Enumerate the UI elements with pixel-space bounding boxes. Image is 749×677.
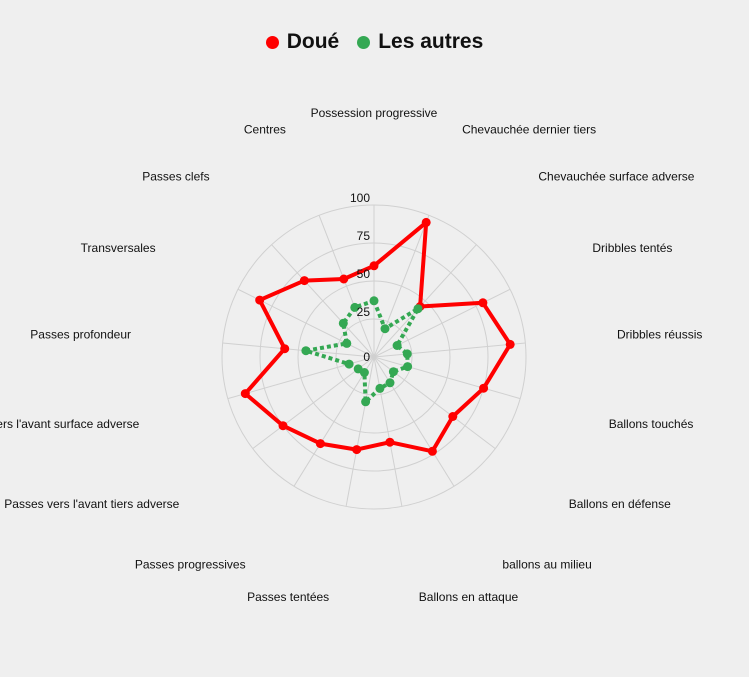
axis-label: Possession progressive: [311, 106, 438, 120]
series-point-doue[interactable]: [339, 274, 349, 284]
tick-label: 0: [363, 350, 370, 364]
series-point-doue[interactable]: [448, 412, 458, 421]
axis-label: Passes vers l'avant surface adverse: [0, 417, 140, 431]
tick-label: 100: [350, 191, 370, 205]
grid-spoke: [271, 244, 375, 358]
grid-spoke: [373, 356, 403, 507]
series-point-les-autres[interactable]: [385, 378, 395, 388]
series-point-les-autres[interactable]: [392, 341, 402, 350]
series-point-les-autres[interactable]: [413, 304, 423, 314]
grid-spoke: [373, 356, 455, 487]
axis-label: Ballons en défense: [569, 497, 671, 511]
grid-spoke: [373, 342, 526, 358]
radar-tick-labels: 0 25 50 75 100: [350, 191, 370, 364]
axis-label: Passes clefs: [142, 170, 209, 184]
axis-label: Centres: [244, 123, 286, 137]
legend-label-les-autres: Les autres: [378, 30, 484, 53]
series-point-doue[interactable]: [427, 446, 437, 456]
axis-label: Dribbles réussis: [617, 328, 702, 342]
series-point-les-autres[interactable]: [338, 318, 348, 328]
series-point-les-autres[interactable]: [369, 296, 379, 306]
legend: Doué Les autres: [0, 30, 749, 54]
axis-label: Passes tentées: [247, 590, 329, 604]
series-point-doue[interactable]: [255, 295, 265, 305]
series-point-doue[interactable]: [479, 383, 489, 393]
series-point-doue[interactable]: [478, 298, 488, 308]
series-point-doue[interactable]: [278, 421, 288, 431]
tick-label: 75: [357, 229, 371, 243]
tick-label: 50: [357, 267, 371, 281]
grid-spoke: [293, 356, 375, 487]
series-point-doue[interactable]: [369, 261, 379, 271]
axis-label: Transversales: [81, 241, 156, 255]
series-point-les-autres[interactable]: [402, 349, 412, 359]
grid-spoke: [252, 356, 375, 449]
series-point-les-autres[interactable]: [403, 362, 413, 372]
grid-spoke: [222, 342, 375, 358]
axis-label: Dribbles tentés: [592, 241, 672, 255]
series-point-les-autres[interactable]: [342, 338, 352, 348]
axis-label: Chevauchée surface adverse: [538, 170, 694, 184]
axis-label: Chevauchée dernier tiers: [462, 123, 596, 137]
legend-marker-les-autres: [357, 35, 371, 49]
legend-item-doue[interactable]: Doué: [265, 30, 340, 54]
axis-label: Passes profondeur: [30, 328, 131, 342]
radar-axis-labels: Possession progressive Chevauchée dernier…: [0, 106, 702, 604]
series-point-les-autres[interactable]: [301, 346, 311, 356]
series-point-les-autres[interactable]: [388, 367, 398, 377]
series-point-les-autres[interactable]: [353, 364, 363, 374]
series-point-les-autres[interactable]: [380, 324, 390, 334]
series-line-doue: [243, 220, 513, 454]
series-point-doue[interactable]: [240, 389, 250, 399]
legend-label-doue: Doué: [286, 30, 340, 53]
grid-spoke: [318, 215, 375, 358]
series-point-doue[interactable]: [505, 339, 515, 349]
series-point-doue[interactable]: [421, 217, 431, 227]
series-point-doue[interactable]: [315, 439, 325, 449]
series-point-les-autres[interactable]: [361, 397, 371, 407]
legend-marker-doue: [265, 35, 279, 49]
series-point-les-autres[interactable]: [350, 302, 360, 312]
tick-label: 25: [357, 305, 371, 319]
axis-label: Ballons touchés: [609, 417, 694, 431]
radar-series: [240, 217, 515, 456]
grid-spoke: [373, 215, 430, 358]
series-point-doue[interactable]: [352, 445, 362, 455]
legend-item-les-autres[interactable]: Les autres: [357, 30, 483, 54]
axis-label: Ballons en attaque: [419, 590, 519, 604]
grid-spoke: [345, 356, 375, 507]
axis-label: Passes progressives: [135, 558, 246, 572]
series-point-doue[interactable]: [299, 276, 309, 286]
axis-label: Passes vers l'avant tiers adverse: [4, 497, 179, 511]
series-point-les-autres[interactable]: [344, 359, 354, 369]
radar-grid: [221, 204, 527, 510]
grid-spoke: [373, 356, 521, 400]
grid-spoke: [373, 244, 477, 358]
series-point-doue[interactable]: [280, 344, 290, 354]
axis-label: ballons au milieu: [502, 558, 591, 572]
series-point-les-autres[interactable]: [375, 383, 385, 393]
series-point-doue[interactable]: [385, 437, 395, 447]
